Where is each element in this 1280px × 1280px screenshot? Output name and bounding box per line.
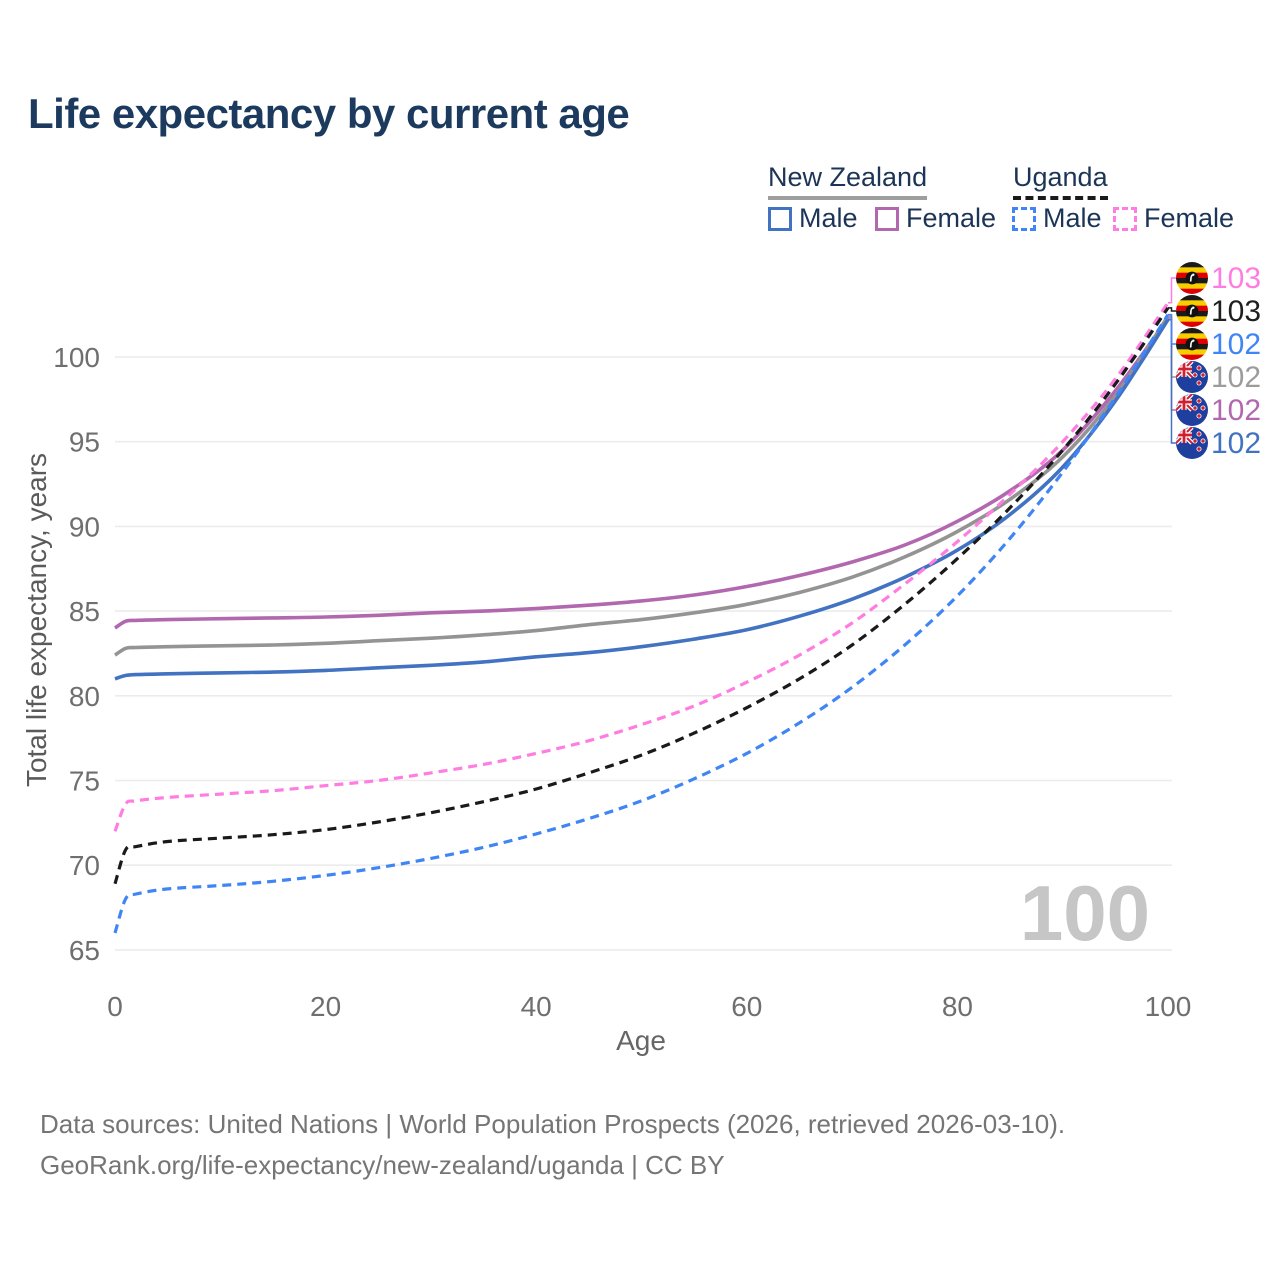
x-axis-tick-labels: 0 20 40 60 80 100 bbox=[107, 991, 1191, 1022]
y-tick-label: 80 bbox=[69, 681, 100, 712]
new-zealand-flag-icon bbox=[1176, 394, 1208, 426]
end-value-label-nz-female: 102 bbox=[1211, 394, 1261, 427]
data-sources-text: Data sources: United Nations | World Pop… bbox=[40, 1109, 1066, 1139]
x-axis-label: Age bbox=[616, 1025, 666, 1056]
uganda-flag-icon bbox=[1176, 295, 1208, 327]
series-line-nz-female bbox=[114, 316, 1170, 630]
y-tick-label: 65 bbox=[69, 935, 100, 966]
uganda-flag-icon bbox=[1176, 328, 1208, 360]
legend-item-label: Male bbox=[1043, 203, 1102, 233]
y-tick-label: 90 bbox=[69, 511, 100, 542]
legend-swatch-uganda-male bbox=[1012, 206, 1036, 231]
series-line-ug-female bbox=[113, 301, 1170, 832]
y-axis-tick-labels: 65 70 75 80 85 90 95 100 bbox=[53, 342, 100, 966]
end-value-label-nz-total: 102 bbox=[1211, 361, 1261, 394]
legend-swatch-uganda-female bbox=[1113, 206, 1137, 231]
y-axis-label: Total life expectancy, years bbox=[21, 453, 52, 787]
legend-item-label: Male bbox=[799, 203, 858, 233]
series-line-nz-total bbox=[114, 315, 1170, 657]
series-line-ug-total bbox=[113, 306, 1170, 885]
y-tick-label: 70 bbox=[69, 850, 100, 881]
legend-group-uganda: Uganda bbox=[1013, 162, 1108, 200]
x-tick-label: 60 bbox=[731, 991, 762, 1022]
y-tick-label: 85 bbox=[69, 596, 100, 627]
legend-item-label: Female bbox=[906, 203, 997, 233]
legend-group-new-zealand: New Zealand bbox=[768, 162, 928, 200]
end-value-label-ug-male: 102 bbox=[1211, 328, 1261, 361]
x-tick-label: 100 bbox=[1145, 991, 1192, 1022]
chart-footer: Data sources: United Nations | World Pop… bbox=[40, 1104, 1065, 1186]
age-counter-watermark: 100 bbox=[1020, 869, 1150, 957]
gridlines bbox=[115, 356, 1172, 951]
x-tick-label: 0 bbox=[107, 991, 123, 1022]
label-leader-line-ug-male bbox=[1168, 313, 1176, 345]
x-tick-label: 80 bbox=[942, 991, 973, 1022]
end-value-label-ug-female: 103 bbox=[1211, 262, 1261, 295]
x-tick-label: 20 bbox=[310, 991, 341, 1022]
series-line-ug-male bbox=[113, 313, 1170, 934]
legend-item-label: Female bbox=[1144, 203, 1235, 233]
label-leader-line-nz-male bbox=[1168, 318, 1176, 444]
y-tick-label: 95 bbox=[69, 427, 100, 458]
end-value-label-ug-total: 103 bbox=[1211, 295, 1261, 328]
new-zealand-flag-icon bbox=[1176, 361, 1208, 393]
y-tick-label: 100 bbox=[53, 342, 100, 373]
new-zealand-flag-icon bbox=[1176, 427, 1208, 459]
page-title: Life expectancy by current age bbox=[28, 90, 630, 137]
legend-swatch-nz-female bbox=[875, 206, 899, 231]
label-leader-line-ug-total bbox=[1168, 307, 1176, 312]
end-value-label-nz-male: 102 bbox=[1211, 427, 1261, 460]
legend-item-nz-female[interactable]: Female bbox=[875, 203, 996, 234]
legend-swatch-nz-male bbox=[768, 206, 792, 231]
series-line-nz-male bbox=[114, 318, 1170, 681]
legend-item-uganda-female[interactable]: Female bbox=[1113, 203, 1234, 234]
legend-item-uganda-male[interactable]: Male bbox=[1012, 203, 1102, 234]
legend-item-nz-male[interactable]: Male bbox=[768, 203, 858, 234]
label-leader-line-ug-female bbox=[1168, 277, 1176, 304]
x-tick-label: 40 bbox=[521, 991, 552, 1022]
y-tick-label: 75 bbox=[69, 766, 100, 797]
attribution-text: GeoRank.org/life-expectancy/new-zealand/… bbox=[40, 1150, 725, 1180]
uganda-flag-icon bbox=[1176, 262, 1208, 294]
